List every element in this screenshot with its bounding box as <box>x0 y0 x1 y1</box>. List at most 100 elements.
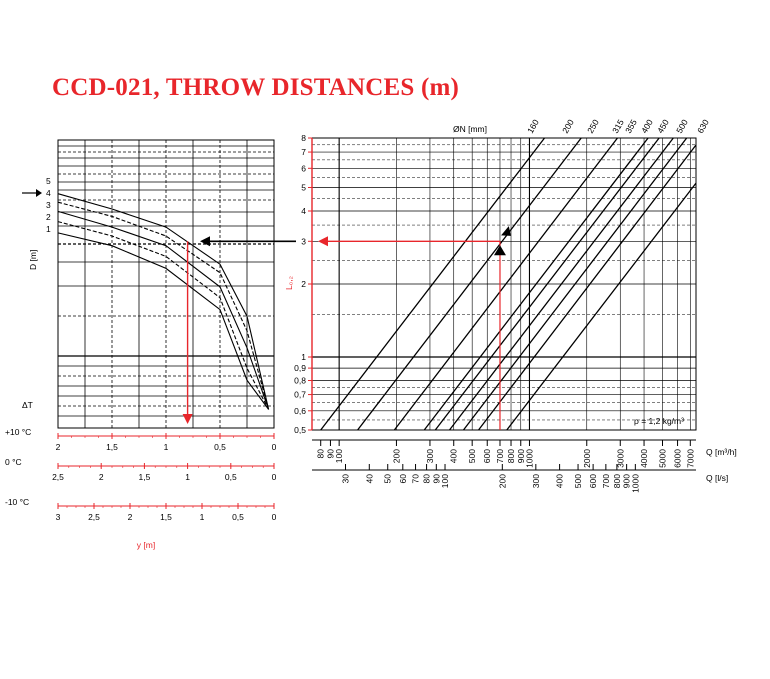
example-marker-bottom <box>493 245 506 256</box>
q-m3h-tick-label: 300 <box>425 449 435 463</box>
scale-tick-label: 2 <box>128 512 133 522</box>
q-ls-tick-label: 40 <box>364 474 374 484</box>
right-panel-diameter-lines <box>320 137 697 431</box>
scale-tick-label: 1 <box>200 512 205 522</box>
diameter-line-400 <box>448 137 674 431</box>
diameter-axis-label: ØN [mm] <box>453 124 487 134</box>
left-ylabel: D [m] <box>28 250 38 270</box>
q-ls-tick-label: 60 <box>398 474 408 484</box>
q-ls-tick-label: 100 <box>440 474 450 488</box>
q-ls-tick-label: 30 <box>341 474 351 484</box>
left-ytick-label: 3 <box>46 200 51 210</box>
diameter-label-450: 450 <box>655 117 671 135</box>
q-ls-tick-label: 400 <box>555 474 565 488</box>
diameter-line-630 <box>506 182 697 431</box>
scale-temp-label: +10 °C <box>5 427 31 437</box>
right-ytick-label: 3 <box>301 236 306 246</box>
q-m3h-label: Q [m³/h] <box>706 447 737 457</box>
q-ls-tick-label: 800 <box>612 474 622 488</box>
right-ylabel: L₀,₂ <box>284 276 294 290</box>
right-ytick-label: 0,6 <box>294 406 306 416</box>
q-ls-tick-label: 300 <box>531 474 541 488</box>
chart-title: CCD-021, THROW DISTANCES (m) <box>52 74 460 101</box>
q-m3h-tick-label: 4000 <box>639 449 649 468</box>
left-panel-grid <box>57 139 275 429</box>
right-ytick-label: 2 <box>301 279 306 289</box>
scale-tick-label: 0 <box>272 472 277 482</box>
q-m3h-tick-label: 900 <box>516 449 526 463</box>
q-m3h-tick-label: 700 <box>495 449 505 463</box>
scale-tick-label: 0 <box>272 442 277 452</box>
q-m3h-tick-label: 6000 <box>673 449 683 468</box>
q-m3h-tick-label: 400 <box>449 449 459 463</box>
example-red-arrowhead <box>318 236 328 247</box>
q-m3h-tick-label: 500 <box>467 449 477 463</box>
left-panel-labels: 5 4 3 2 1 D [m] ΔT <box>22 176 51 410</box>
right-ytick-label: 0,5 <box>294 425 306 435</box>
q-m3h-tick-label: 3000 <box>615 449 625 468</box>
q-ls-tick-label: 1000 <box>630 474 640 493</box>
q-m3h-tick-label: 600 <box>482 449 492 463</box>
right-ytick-label: 5 <box>301 182 306 192</box>
q-m3h-tick-label: 800 <box>506 449 516 463</box>
scale-tick-label: 0 <box>272 512 277 522</box>
diameter-label-315: 315 <box>610 117 626 135</box>
right-ytick-label: 6 <box>301 163 306 173</box>
diameter-line-500 <box>478 144 697 431</box>
q-m3h-tick-label: 5000 <box>657 449 667 468</box>
left-curve-D4 <box>57 201 270 410</box>
q-ls-tick-label: 80 <box>422 474 432 484</box>
marker-arrow-head <box>36 189 42 197</box>
q-ls-tick-label: 90 <box>431 474 441 484</box>
right-panel-labels: 8 7 6 5 4 3 2 10,9 0,8 0,7 0,6 0,5 L₀,₂ ØN [mm] 160 200… <box>284 117 711 435</box>
diameter-line-250 <box>393 137 618 431</box>
left-panel-scales: +10 °C 2 1,5 1 0,5 0 0 °C 2,5 2 1,5 1 0,5 0 -10 °C 3 2,… <box>5 427 277 550</box>
scale-tick-label: 2 <box>99 472 104 482</box>
q-m3h-tick-label: 200 <box>391 449 401 463</box>
left-ytick-label: 5 <box>46 176 51 186</box>
q-m3h-tick-label: 90 <box>325 449 335 459</box>
scale-tick-label: 0,5 <box>232 512 244 522</box>
scale-temp-label: 0 °C <box>5 457 22 467</box>
right-ytick-label: 0,8 <box>294 376 306 386</box>
scale-tick-label: 1 <box>164 442 169 452</box>
diameter-label-400: 400 <box>639 117 655 135</box>
left-ytick-label: 4 <box>46 188 51 198</box>
left-ytick-label: 2 <box>46 212 51 222</box>
diameter-line-450 <box>462 137 688 431</box>
scale-tick-label: 3 <box>56 512 61 522</box>
example-red-drop-arrowhead <box>182 414 193 424</box>
scale-tick-label: 1,5 <box>138 472 150 482</box>
left-panel-curves <box>57 193 270 410</box>
delta-t-label: ΔT <box>22 400 33 410</box>
scale-tick-label: 2,5 <box>88 512 100 522</box>
left-curve-D2 <box>57 221 270 410</box>
q-m3h-tick-label: 7000 <box>685 449 695 468</box>
q-ls-tick-label: 500 <box>573 474 583 488</box>
example-path <box>182 226 512 430</box>
scale-tick-label: 1 <box>185 472 190 482</box>
diameter-label-160: 160 <box>525 117 541 135</box>
diameter-label-250: 250 <box>585 117 601 135</box>
diameter-label-200: 200 <box>560 117 576 135</box>
q-m3h-tick-label: 100 <box>334 449 344 463</box>
q-ls-tick-label: 700 <box>601 474 611 488</box>
scale-tick-label: 0,5 <box>214 442 226 452</box>
right-ytick-label: 7 <box>301 147 306 157</box>
right-ytick-label: 4 <box>301 206 306 216</box>
density-note: ρ = 1,2 kg/m³ <box>634 416 684 426</box>
diameter-line-160 <box>320 137 546 431</box>
diameter-label-500: 500 <box>674 117 690 135</box>
scale-temp-label: -10 °C <box>5 497 29 507</box>
scale-tick-label: 2,5 <box>52 472 64 482</box>
scale-tick-label: 1,5 <box>106 442 118 452</box>
q-ls-tick-label: 50 <box>383 474 393 484</box>
right-ytick-label: 8 <box>301 133 306 143</box>
right-ytick-label: 0,9 <box>294 363 306 373</box>
example-marker-top <box>501 226 512 236</box>
q-m3h-tick-label: 80 <box>316 449 326 459</box>
left-frame <box>57 139 275 429</box>
left-xlabel: y [m] <box>137 540 155 550</box>
